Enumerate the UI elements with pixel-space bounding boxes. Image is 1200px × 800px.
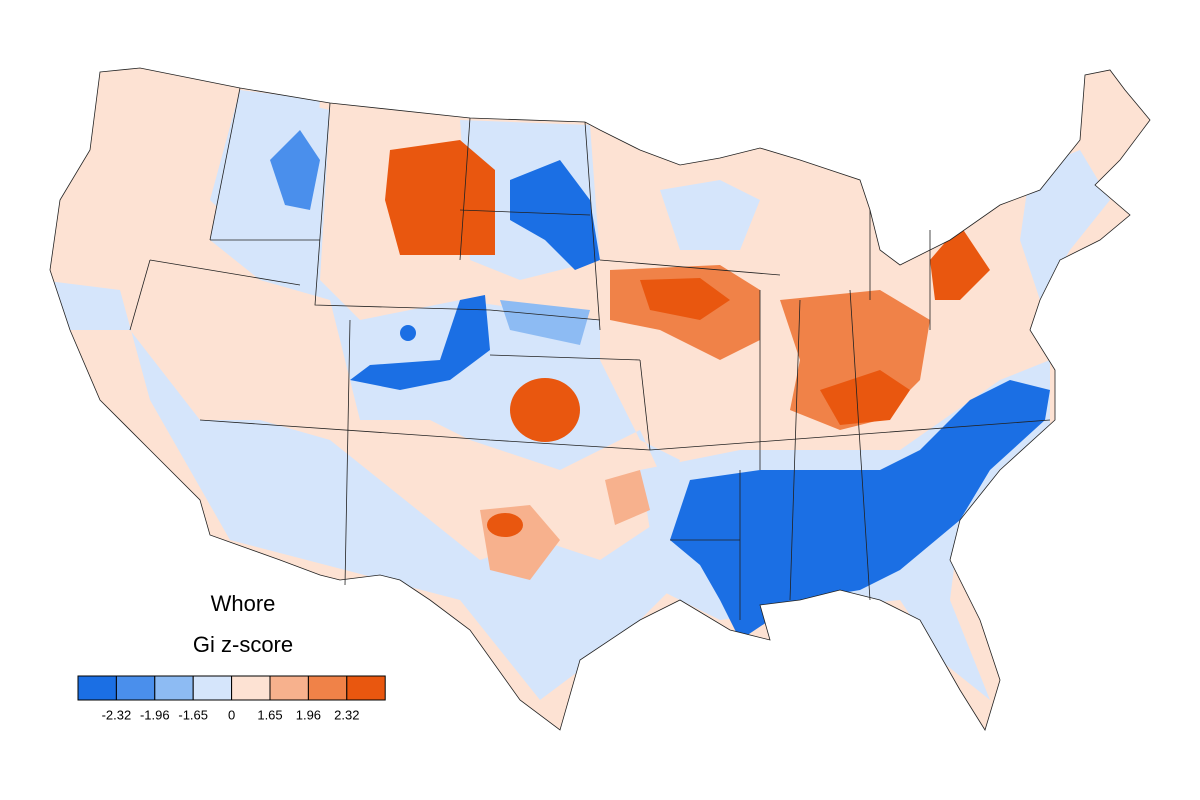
legend-swatch (154, 675, 194, 701)
legend-swatch (77, 675, 117, 701)
legend-swatch (307, 675, 348, 701)
legend: -2.32 -1.96 -1.65 0 1.65 1.96 2.32 (77, 675, 386, 722)
legend-tick-label: 0 (228, 707, 235, 722)
legend-swatch (231, 675, 271, 701)
legend-swatch (269, 675, 309, 701)
legend-tick-label: -2.32 (102, 707, 132, 722)
map-subtitle: Gi z-score (193, 632, 293, 657)
legend-tick-label: -1.96 (140, 707, 170, 722)
map-title: Whore (211, 591, 276, 616)
legend-tick-label: -1.65 (178, 707, 208, 722)
legend-tick-label: 1.65 (257, 707, 282, 722)
legend-swatch (115, 675, 156, 701)
state-borders (129, 87, 1051, 620)
legend-swatch (192, 675, 233, 701)
legend-tick-label: 1.96 (296, 707, 321, 722)
legend-tick-label: 2.32 (334, 707, 359, 722)
legend-swatch (346, 675, 386, 701)
